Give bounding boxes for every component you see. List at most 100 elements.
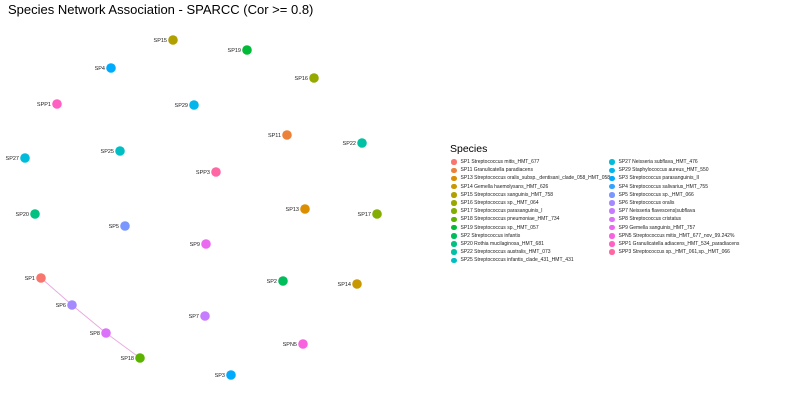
node-sp6: SP6 [56,300,77,310]
legend-item-sp3: SP3 Streptococcus parasanguinis_II [608,174,766,182]
node-label: SP14 [338,282,351,288]
node-marker [278,276,288,286]
legend-key [451,241,457,247]
legend-label: SPP3 Streptococcus sp._HMT_061,sp._HMT_0… [618,249,730,256]
legend-item-sp4: SP4 Streptococcus salivarius_HMT_755 [608,183,766,191]
node-sp7: SP7 [189,311,210,321]
legend-key [609,159,615,165]
legend-key [609,175,615,182]
node-marker [168,35,178,45]
legend-column-2: SP27 Neisseria subflava_HMT_476 SP29 Stap… [608,158,766,264]
legend-label: SP29 Staphylococcus aureus_HMT_550 [618,167,709,174]
legend-item-sp7: SP7 Neisseria flavescens|subflava [608,207,766,215]
legend-label: SP11 Granulicatella paradiacens [460,167,533,174]
node-label: SP15 [154,38,167,44]
legend-key [609,224,615,231]
node-sp9: SP9 [190,239,211,249]
node-label: SP18 [121,356,134,362]
legend-item-sp22: SP22 Streptococcus australis_HMT_073 [450,248,608,256]
legend-key [451,224,457,231]
legend-label: SP15 Streptococcus sanguinis_HMT_758 [460,191,554,198]
legend-item-spn5: SPN5 Streptococcus mitis_HMT_677_nov_99.… [608,232,766,240]
legend-key [609,167,615,174]
node-label: SP22 [343,141,356,147]
legend-label: SP25 Streptococcus infantis_clade_431_HM… [460,257,574,264]
node-label: SP17 [358,212,371,218]
node-sp8: SP8 [90,328,111,338]
legend-key [609,192,615,198]
legend-label: SP8 Streptococcus cristatus [618,216,682,223]
legend-key [451,175,457,182]
node-marker [309,73,319,83]
legend-label: SP1 Streptococcus mitis_HMT_677 [460,159,540,166]
node-sp5: SP5 [109,221,130,231]
legend-item-sp18: SP18 Streptococcus pneumoniae_HMT_734 [450,215,608,223]
node-sp20: SP20 [16,209,40,219]
node-sp1: SP1 [25,273,46,283]
node-marker [211,167,221,177]
legend-title: Species [450,143,488,155]
legend-label: SP3 Streptococcus parasanguinis_II [618,175,700,182]
legend-item-sp20: SP20 Rothia mucilaginosa_HMT_681 [450,240,608,248]
legend-key [609,241,615,247]
legend-item-spp1: SPP1 Granulicatella adiacens_HMT_534_par… [608,240,766,248]
legend-label: SP18 Streptococcus pneumoniae_HMT_734 [460,216,560,223]
legend-item-sp14: SP14 Gemella haemolysans_HMT_626 [450,183,608,191]
legend-label: SP4 Streptococcus salivarius_HMT_755 [618,183,709,190]
node-marker [20,153,30,163]
node-sp2: SP2 [267,276,288,286]
legend-label: SP17 Streptococcus parasanguinis_I [460,208,543,215]
legend-label: SP6 Streptococcus oralis [618,200,675,207]
legend-key [609,249,615,255]
node-marker [357,138,367,148]
legend-key [451,200,457,206]
node-label: SP29 [175,103,188,109]
legend-label: SP5 Streptococcus sp._HMT_066 [618,191,694,198]
legend-item-sp5: SP5 Streptococcus sp._HMT_066 [608,191,766,199]
node-sp22: SP22 [343,138,367,148]
legend-key [609,183,615,190]
node-label: SPN5 [283,342,297,348]
node-marker [242,45,252,55]
legend-item-sp13: SP13 Streptococcus oralis_subsp._dentisa… [450,174,611,182]
node-marker [115,146,125,156]
edge-sp1-sp6 [40,277,73,306]
node-sp13: SP13 [286,204,310,214]
legend-item-sp2: SP2 Streptococcus infantis [450,232,608,240]
edge-layer [40,277,141,359]
node-sp19: SP19 [228,45,252,55]
node-marker [120,221,130,231]
node-marker [67,300,77,310]
node-label: SP20 [16,212,29,218]
legend-key [451,216,457,223]
legend-item-sp19: SP19 Streptococcus sp._HMT_057 [450,224,608,232]
network-graph: SP15 SP19 SP4 SP16 SPP1 SP29 SP11 SP22 SP27 SP25 S… [6,35,382,380]
legend-label: SP9 Gemella sanguinis_HMT_757 [618,224,696,231]
node-marker [226,370,236,380]
legend-item-sp1: SP1 Streptococcus mitis_HMT_677 [450,158,608,166]
node-label: SP6 [56,303,66,309]
node-marker [352,279,362,289]
legend-item-sp29: SP29 Staphylococcus aureus_HMT_550 [608,166,766,174]
node-label: SPP1 [37,102,51,108]
legend-label: SP13 Streptococcus oralis_subsp._dentisa… [460,175,611,182]
node-marker [200,311,210,321]
legend-item-sp27: SP27 Neisseria subflava_HMT_476 [608,158,766,166]
legend-key [451,249,457,255]
node-marker [36,273,46,283]
node-marker [201,239,211,249]
node-label: SP3 [215,373,225,379]
node-label: SP2 [267,279,277,285]
legend-key [609,200,615,206]
node-layer: SP15 SP19 SP4 SP16 SPP1 SP29 SP11 SP22 SP27 SP25 S… [6,35,382,380]
node-label: SP13 [286,207,299,213]
node-sp14: SP14 [338,279,362,289]
node-sp27: SP27 [6,153,30,163]
node-label: SP16 [295,76,308,82]
node-sp18: SP18 [121,353,145,363]
legend-key [451,192,457,198]
legend-key [451,167,457,174]
node-sp25: SP25 [101,146,125,156]
node-label: SP9 [190,242,200,248]
node-marker [106,63,116,73]
